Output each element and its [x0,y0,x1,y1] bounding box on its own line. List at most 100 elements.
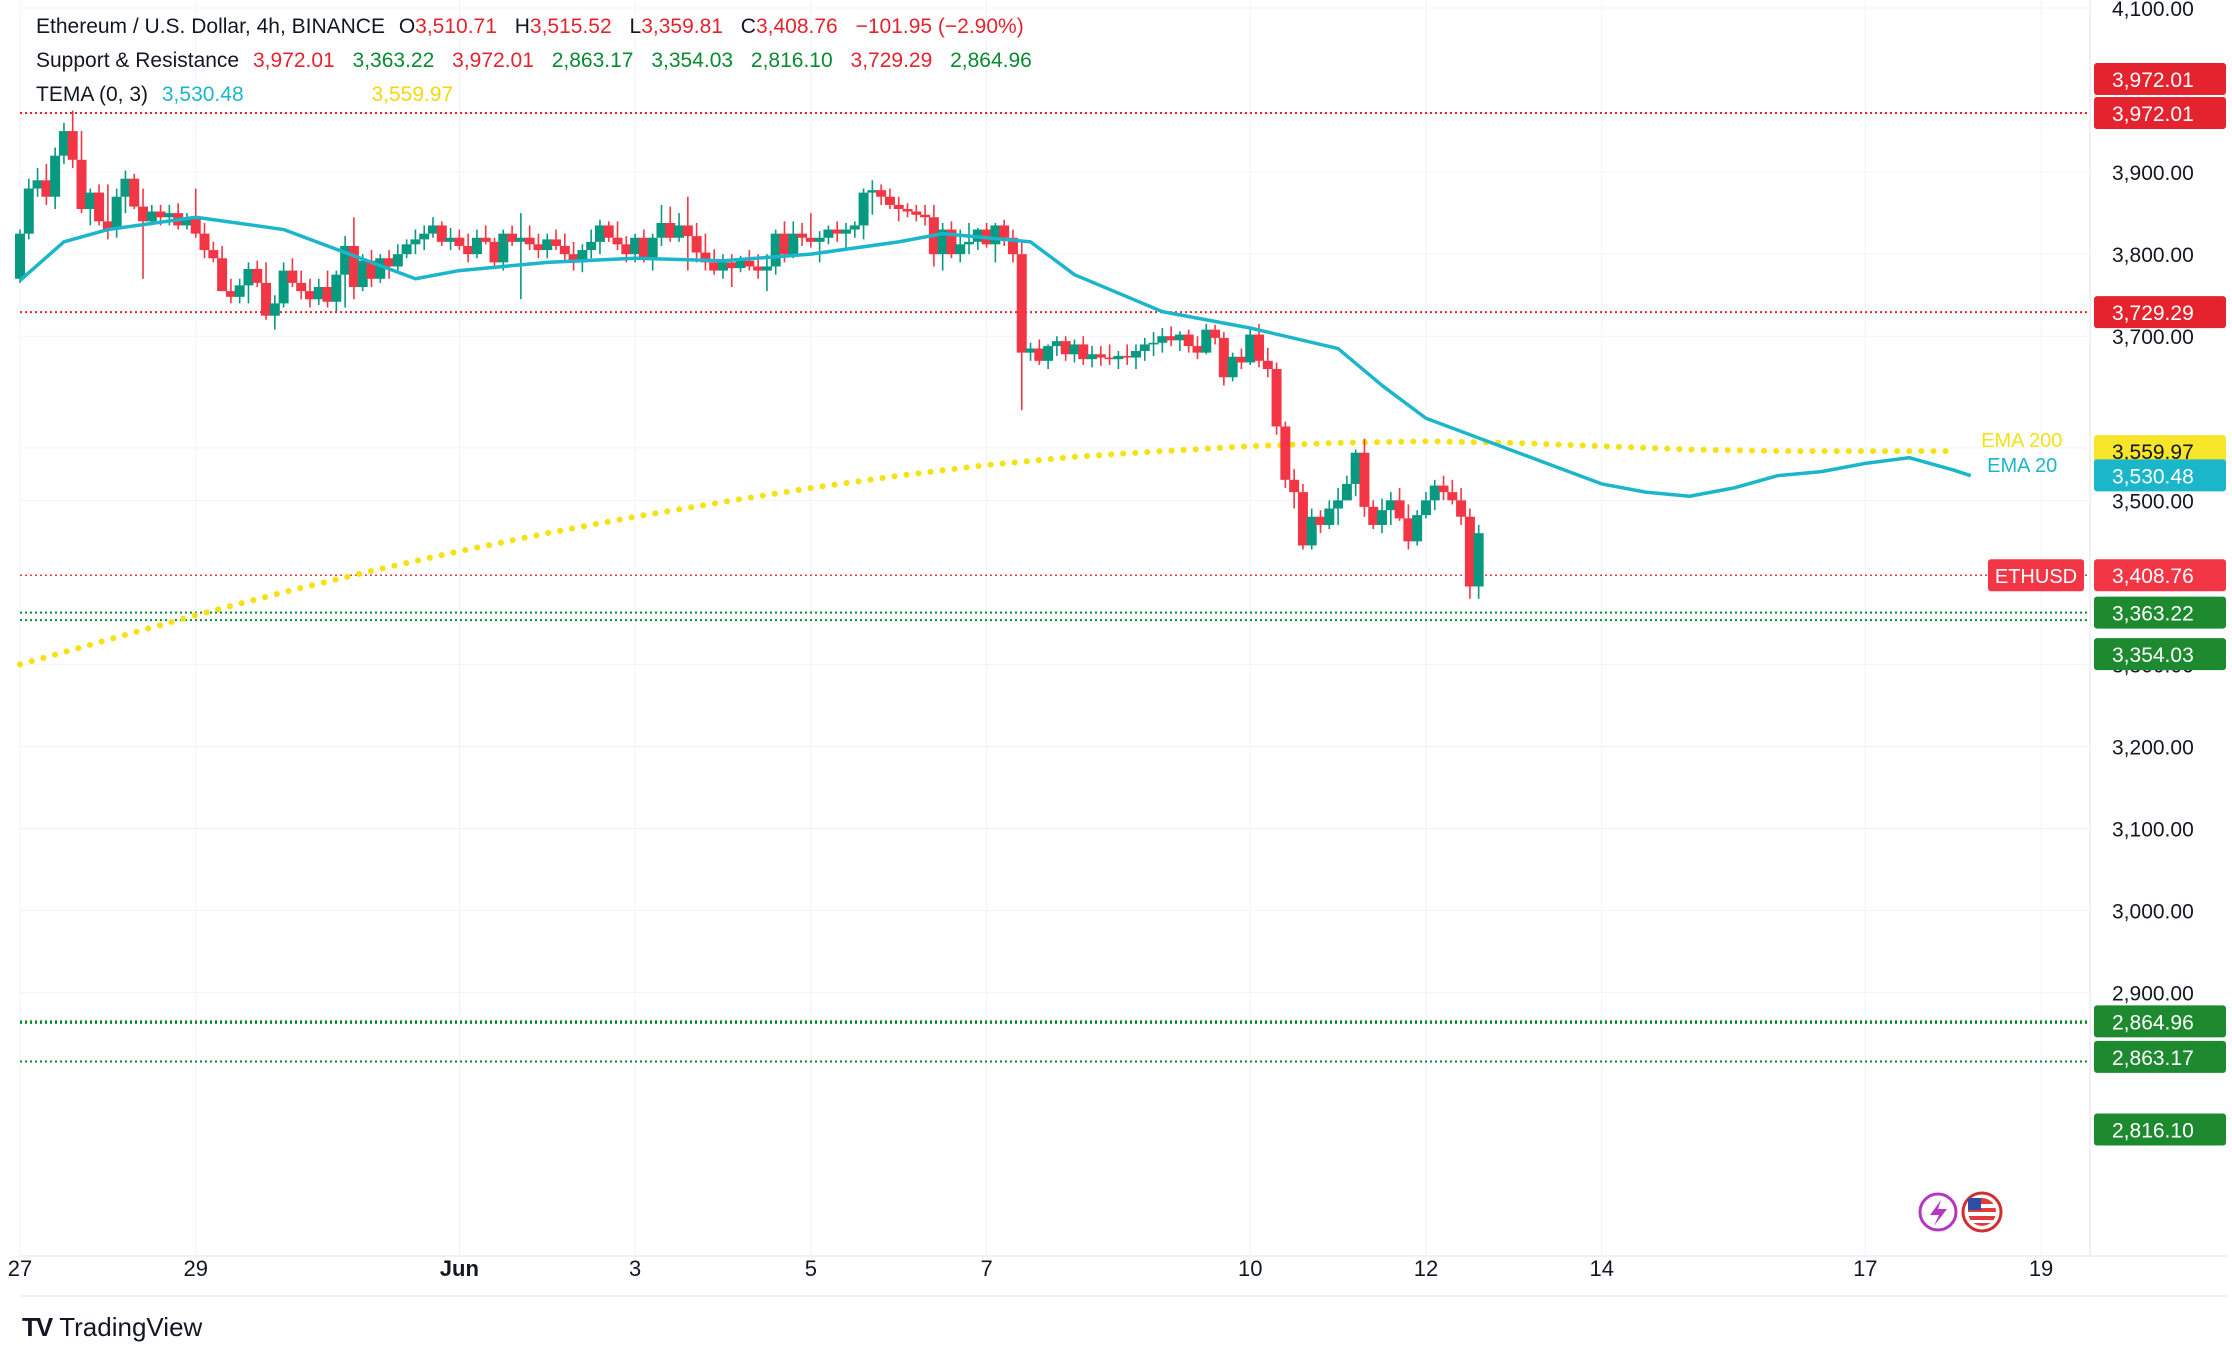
candle-body [225,291,236,297]
candle-body [428,225,438,234]
candle-body [164,213,175,218]
candle-body [1297,492,1308,546]
candle-body [841,229,851,234]
candle-body [1236,356,1247,363]
time-tick-label: 3 [629,1256,641,1281]
candle-body [1043,346,1054,361]
candle-body [805,237,816,242]
price-tag-label: 3,972.01 [2112,69,2194,92]
candle-body [1007,237,1018,255]
price-tick-label: 3,200.00 [2112,736,2194,759]
flag-badges[interactable] [1918,1191,2003,1233]
candle-body [1078,344,1089,360]
tema-row[interactable]: TEMA (0, 3) 3,530.48 3,559.97 [36,78,1044,112]
sr-value: 3,363.22 [352,49,435,72]
price-tag-label: 2,864.96 [2112,1011,2194,1034]
candle-body [217,258,228,292]
open-label: O [398,15,416,38]
sr-value: 2,816.10 [750,49,833,72]
candle-body [893,204,904,210]
candle-body [1341,483,1352,501]
candle-body [85,192,96,210]
candle-body [1245,334,1256,363]
candle-body [340,245,351,275]
ohlc-row: Ethereum / U.S. Dollar, 4h, BINANCE O3,5… [36,10,1044,44]
close-value: 3,408.76 [755,15,838,38]
candle-body [990,225,1001,245]
price-tick-label: 3,900.00 [2112,162,2194,185]
price-tick-label: 3,000.00 [2112,901,2194,924]
candlestick-series [15,110,1484,599]
ema20-line: EMA 200 EMA 20 [18,215,2062,498]
candle-body [1130,350,1141,358]
candle-body [1438,485,1449,493]
change-value: −101.95 (−2.90%) [855,15,1024,38]
time-tick-label: 5 [805,1256,817,1281]
candle-body [1034,348,1045,361]
candle-body [920,214,931,218]
candle-body [1157,336,1168,343]
ema20-label: EMA 20 [1987,455,2057,477]
candle-body [682,225,693,237]
price-tick-label: 3,800.00 [2112,244,2194,267]
candle-body [647,237,658,259]
price-tag [2094,638,2226,671]
price-tag-label: 3,354.03 [2112,644,2194,667]
candle-body [717,262,728,271]
price-tag-label: 2,863.17 [2112,1047,2194,1070]
candle-body [1271,369,1282,427]
candle-body [1104,357,1115,360]
candle-body [58,131,69,156]
time-tick-label: 10 [1238,1256,1262,1281]
candle-body [243,268,254,286]
sr-label[interactable]: Support & Resistance [36,49,240,72]
candle-body [1192,346,1203,353]
price-tag-label: 3,363.22 [2112,603,2194,626]
candle-body [1456,500,1467,517]
sr-value: 3,729.29 [850,49,933,72]
candle-body [375,258,386,279]
candle-body [261,282,272,316]
candle-body [1315,516,1326,525]
candle-body [1069,344,1080,355]
candle-body [471,237,482,255]
candle-body [1174,334,1185,341]
sr-value: 3,972.01 [452,49,534,72]
tradingview-wordmark: TradingView [59,1312,203,1342]
tradingview-logo-icon: TV [22,1312,53,1342]
candle-body [955,244,966,255]
tradingview-brand[interactable]: TV TradingView [22,1312,202,1343]
candle-body [366,260,377,279]
candle-body [234,285,245,297]
candle-body [1420,500,1431,516]
candle-body [665,222,676,238]
flag-canton [1968,1198,1981,1210]
candle-body [656,222,667,238]
sr-row[interactable]: Support & Resistance 3,972.01 3,363.22 3… [36,44,1044,78]
tema-label[interactable]: TEMA (0, 3) [36,83,149,106]
time-axis[interactable]: 27 29 Jun 3 5 7 10 12 14 17 19 [8,1256,2054,1281]
price-tag [2094,1113,2226,1146]
candle-body [269,303,280,316]
candle-body [621,244,632,255]
candle-body [1289,479,1300,493]
candle-body [1394,500,1405,519]
candle-body [1403,518,1414,542]
sr-value: 2,864.96 [950,49,1032,72]
price-tag-label: 3,559.97 [2112,441,2194,464]
price-tag-label: 3,530.48 [2112,465,2194,488]
candle-body [797,233,808,238]
candle-body [1412,515,1423,542]
candle-body [612,237,623,245]
price-tick-label: 3,100.00 [2112,819,2194,842]
candle-body [199,233,210,251]
close-label: C [740,15,756,38]
time-tick-label: 27 [8,1256,32,1281]
sr-value: 3,354.03 [651,49,734,72]
price-axis[interactable]: 4,100.003,900.003,800.003,700.003,563.96… [2112,0,2194,1006]
candle-body [1060,341,1071,355]
candle-body [76,159,87,210]
price-tag [2094,296,2226,329]
symbol-title[interactable]: Ethereum / U.S. Dollar, 4h, BINANCE [36,15,385,38]
